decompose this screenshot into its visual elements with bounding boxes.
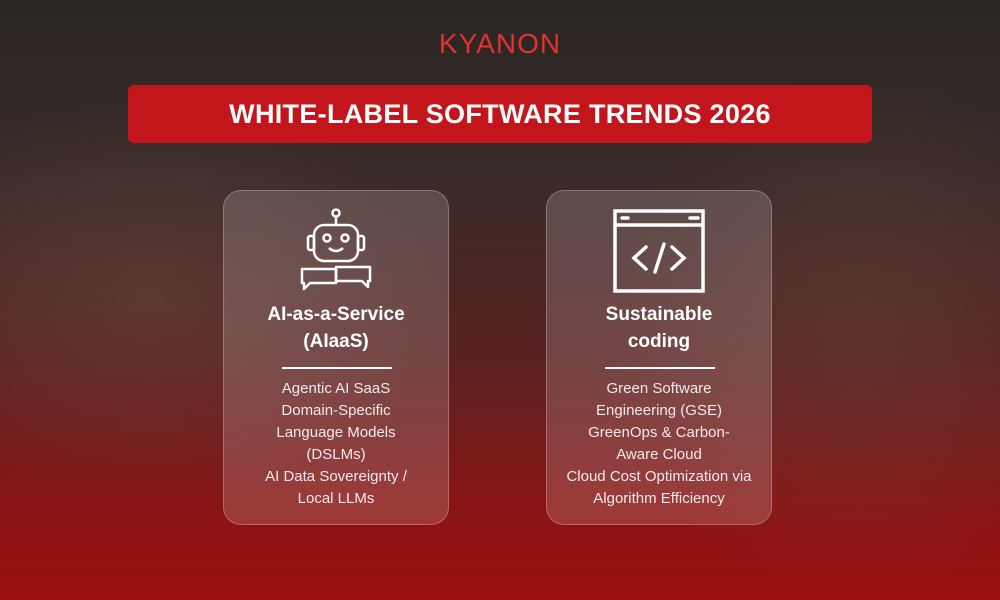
trend-list: Green Software Engineering (GSE) GreenOp…: [557, 378, 761, 510]
list-item: AI Data Sovereignty / Local LLMs: [265, 468, 407, 507]
kyanon-logo: KYANON: [438, 28, 562, 59]
card-title-line: Sustainable: [605, 304, 713, 325]
divider: [605, 367, 715, 369]
divider: [282, 367, 392, 369]
card-title: Sustainable coding: [547, 301, 771, 355]
list-item: Cloud Cost Optimization via Algorithm Ef…: [566, 468, 752, 507]
code-window-icon: [547, 208, 771, 294]
list-item: GreenOps & Carbon-Aware Cloud: [588, 424, 730, 463]
trend-card-aiaas: AI-as-a-Service (AIaaS) Agentic AI SaaS …: [223, 190, 449, 525]
robot-chat-icon: [224, 207, 448, 293]
list-item: Domain-Specific Language Models (DSLMs): [276, 402, 396, 463]
card-title-line: coding: [627, 331, 691, 352]
trend-card-sustainable-coding: Sustainable coding Green Software Engine…: [546, 190, 772, 525]
card-title: AI-as-a-Service (AIaaS): [224, 301, 448, 355]
list-item: Agentic AI SaaS: [281, 380, 391, 397]
trend-list: Agentic AI SaaS Domain-Specific Language…: [234, 378, 438, 510]
title-banner: WHITE-LABEL SOFTWARE TRENDS 2026: [128, 85, 872, 143]
card-title-line: AI-as-a-Service: [267, 304, 405, 325]
card-title-line: (AIaaS): [303, 331, 369, 352]
page-title: WHITE-LABEL SOFTWARE TRENDS 2026: [229, 98, 771, 129]
list-item: Green Software Engineering (GSE): [596, 380, 722, 419]
